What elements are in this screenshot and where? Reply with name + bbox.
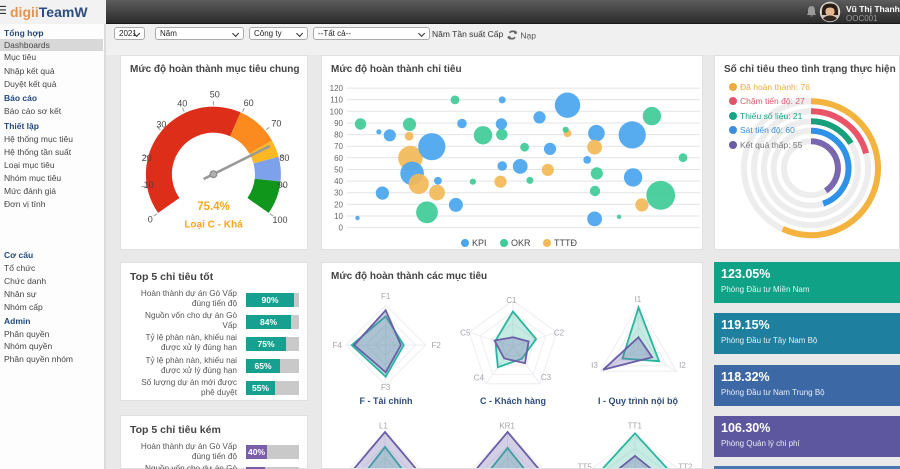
svg-text:C1: C1 bbox=[506, 296, 517, 305]
svg-text:F3: F3 bbox=[381, 383, 391, 392]
svg-text:10: 10 bbox=[334, 212, 343, 221]
svg-text:80: 80 bbox=[334, 131, 343, 140]
svg-text:I3: I3 bbox=[591, 361, 598, 370]
svg-text:I2: I2 bbox=[679, 361, 686, 370]
svg-text:TT5: TT5 bbox=[577, 463, 592, 468]
svg-text:75.4%: 75.4% bbox=[197, 201, 230, 213]
svg-text:90: 90 bbox=[278, 180, 288, 190]
svg-text:30: 30 bbox=[334, 189, 343, 198]
svg-text:0: 0 bbox=[339, 224, 344, 233]
svg-text:60: 60 bbox=[334, 154, 343, 163]
svg-text:10: 10 bbox=[144, 180, 154, 190]
svg-text:110: 110 bbox=[330, 96, 343, 105]
svg-text:TT1: TT1 bbox=[628, 422, 643, 431]
svg-text:C5: C5 bbox=[460, 329, 471, 338]
svg-text:I1: I1 bbox=[635, 295, 642, 304]
svg-text:70: 70 bbox=[334, 142, 343, 151]
svg-text:30: 30 bbox=[156, 119, 166, 129]
svg-text:20: 20 bbox=[142, 153, 152, 163]
svg-text:60: 60 bbox=[244, 98, 254, 108]
svg-text:80: 80 bbox=[279, 153, 289, 163]
svg-text:40: 40 bbox=[177, 99, 187, 109]
svg-text:KR1: KR1 bbox=[499, 422, 515, 431]
svg-text:0: 0 bbox=[148, 214, 153, 224]
svg-text:100: 100 bbox=[272, 215, 287, 225]
svg-text:C2: C2 bbox=[554, 329, 565, 338]
svg-text:Loại C - Khá: Loại C - Khá bbox=[184, 220, 243, 231]
svg-text:70: 70 bbox=[271, 119, 281, 129]
svg-text:120: 120 bbox=[330, 84, 344, 93]
svg-text:F4: F4 bbox=[333, 341, 343, 350]
svg-text:20: 20 bbox=[334, 200, 343, 209]
svg-text:F1: F1 bbox=[381, 292, 391, 301]
svg-text:C3: C3 bbox=[541, 373, 552, 382]
svg-text:L1: L1 bbox=[379, 422, 388, 431]
svg-text:40: 40 bbox=[334, 177, 343, 186]
svg-text:50: 50 bbox=[334, 166, 343, 175]
svg-text:100: 100 bbox=[330, 107, 344, 116]
svg-text:F2: F2 bbox=[432, 341, 442, 350]
svg-text:TT2: TT2 bbox=[678, 463, 693, 468]
svg-text:C4: C4 bbox=[474, 374, 485, 383]
svg-text:50: 50 bbox=[210, 90, 220, 100]
svg-text:90: 90 bbox=[334, 119, 343, 128]
